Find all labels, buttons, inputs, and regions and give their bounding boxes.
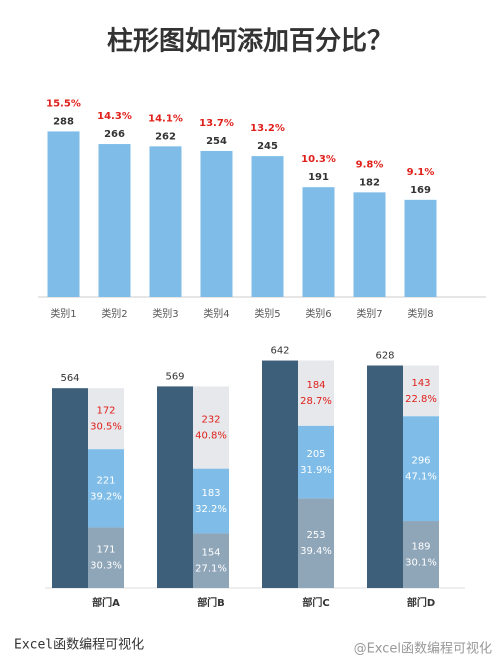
- segment-value: 154: [201, 548, 220, 559]
- chart-title: 柱形图如何添加百分比？: [107, 27, 393, 57]
- segment-percent: 39.2%: [90, 491, 122, 502]
- segment-percent: 31.9%: [300, 465, 332, 476]
- stack-segment: [193, 533, 229, 588]
- segment-value: 143: [411, 378, 430, 389]
- stack-segment: [403, 416, 439, 522]
- percent-label: 9.8%: [356, 159, 384, 170]
- x-tick-label: 类别5: [254, 307, 280, 320]
- total-label: 569: [165, 371, 184, 382]
- segment-value: 189: [411, 542, 430, 553]
- total-bar: [367, 365, 403, 588]
- percent-label: 9.1%: [407, 167, 435, 178]
- bar: [404, 199, 437, 297]
- total-label: 642: [270, 346, 289, 357]
- segment-value: 221: [96, 475, 115, 486]
- segment-percent: 22.8%: [405, 394, 437, 405]
- bar: [47, 131, 80, 297]
- stack-segment: [88, 527, 124, 588]
- segment-percent: 47.1%: [405, 472, 437, 483]
- value-label: 169: [410, 185, 431, 196]
- x-tick-label: 类别2: [101, 307, 127, 320]
- total-bar: [52, 388, 88, 588]
- segment-percent: 30.5%: [90, 422, 122, 433]
- value-label: 262: [155, 131, 176, 142]
- total-bar: [157, 386, 193, 588]
- x-tick-label: 类别3: [152, 307, 178, 320]
- segment-value: 172: [96, 406, 115, 417]
- segment-percent: 32.2%: [195, 504, 227, 515]
- footer: Excel函数编程可视化: [14, 638, 144, 653]
- segment-value: 253: [306, 530, 325, 541]
- segment-value: 184: [306, 380, 325, 391]
- x-tick-label: 类别4: [203, 307, 229, 320]
- total-label: 628: [375, 351, 394, 362]
- watermark: @Excel函数编程可视化: [354, 642, 492, 657]
- bar: [200, 150, 233, 297]
- value-label: 182: [359, 177, 380, 188]
- value-label: 266: [104, 129, 125, 140]
- percent-label: 14.1%: [148, 113, 183, 124]
- segment-value: 232: [201, 415, 220, 426]
- percent-label: 13.2%: [250, 123, 285, 134]
- segment-value: 183: [201, 488, 220, 499]
- total-bar: [262, 360, 298, 588]
- bar: [251, 156, 284, 297]
- bar: [302, 187, 335, 297]
- value-label: 191: [308, 172, 329, 183]
- percent-label: 15.5%: [46, 98, 81, 109]
- segment-value: 205: [306, 449, 325, 460]
- x-tick-label: 部门C: [302, 596, 329, 609]
- stack-segment: [403, 365, 439, 417]
- stack-segment: [88, 449, 124, 528]
- bar: [353, 192, 386, 297]
- stack-segment: [193, 468, 229, 534]
- segment-percent: 39.4%: [300, 546, 332, 557]
- x-tick-label: 部门D: [407, 596, 435, 609]
- x-tick-label: 类别6: [305, 307, 331, 320]
- x-tick-label: 类别1: [50, 307, 76, 320]
- segment-value: 296: [411, 456, 430, 467]
- segment-percent: 30.1%: [405, 558, 437, 569]
- total-label: 564: [60, 373, 79, 384]
- bar: [98, 144, 131, 297]
- x-tick-label: 部门B: [197, 596, 225, 609]
- percent-label: 14.3%: [97, 111, 132, 122]
- stack-segment: [88, 388, 124, 450]
- segment-percent: 40.8%: [195, 431, 227, 442]
- segment-value: 171: [96, 545, 115, 556]
- stack-segment: [403, 521, 439, 588]
- bar: [149, 146, 182, 297]
- percent-label: 10.3%: [301, 154, 336, 165]
- x-tick-label: 类别8: [407, 307, 433, 320]
- stack-segment: [298, 425, 334, 499]
- value-label: 245: [257, 141, 278, 152]
- value-label: 288: [53, 116, 74, 127]
- segment-percent: 28.7%: [300, 396, 332, 407]
- segment-percent: 30.3%: [90, 561, 122, 572]
- segment-percent: 27.1%: [195, 564, 227, 575]
- value-label: 254: [206, 136, 227, 147]
- x-tick-label: 部门A: [92, 596, 120, 609]
- x-tick-label: 类别7: [356, 307, 382, 320]
- stack-segment: [193, 386, 229, 469]
- stack-segment: [298, 498, 334, 588]
- percent-label: 13.7%: [199, 118, 234, 129]
- stack-segment: [298, 360, 334, 426]
